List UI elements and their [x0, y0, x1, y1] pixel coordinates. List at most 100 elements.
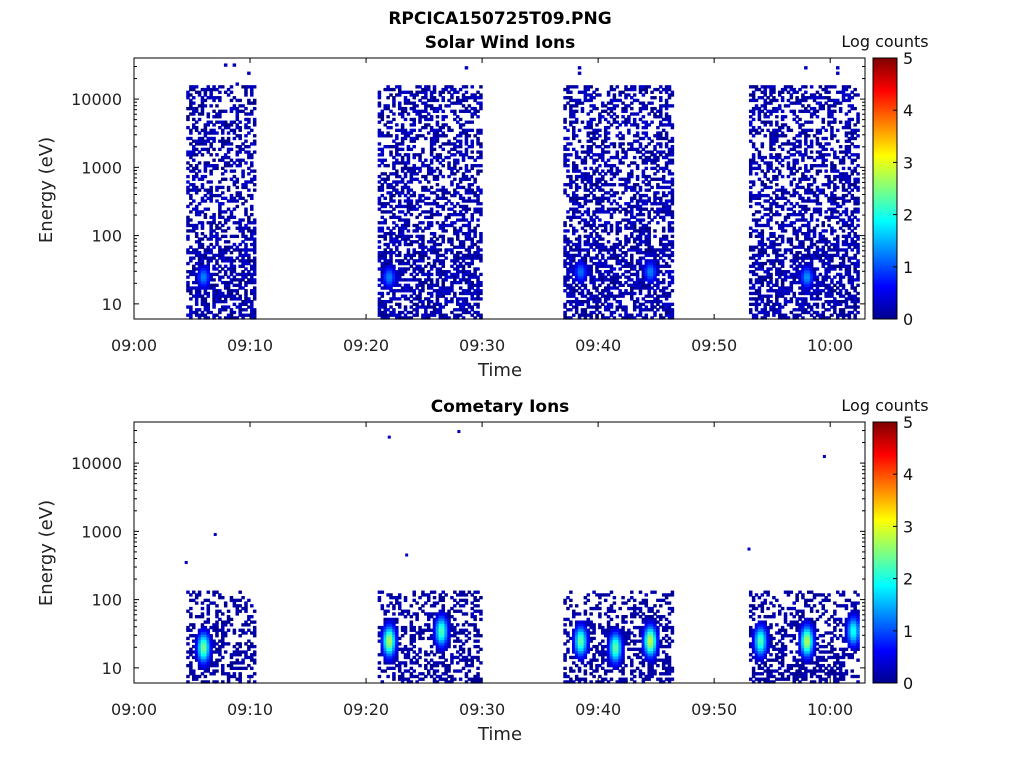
heatmap-cell [386, 286, 390, 290]
heatmap-cell [661, 294, 666, 298]
heatmap-cell [441, 134, 445, 138]
heatmap-cell [751, 112, 756, 116]
heatmap-cell [760, 128, 765, 133]
heatmap-cell [444, 191, 448, 195]
heatmap-cell [223, 164, 228, 168]
heatmap-cell [592, 221, 596, 225]
heatmap-cell [801, 289, 805, 293]
heatmap-cell [650, 161, 654, 165]
heatmap-cell [656, 191, 660, 195]
heatmap-cell [429, 264, 434, 268]
heatmap-cell [783, 142, 788, 146]
heatmap-cell [412, 204, 416, 209]
heatmap-cell [635, 204, 640, 209]
heatmap-cell [389, 259, 393, 263]
heatmap-cell [603, 259, 608, 263]
heatmap-cell [748, 93, 753, 97]
heatmap-cell [577, 253, 582, 258]
heatmap-cell [795, 115, 799, 119]
heatmap-cell [667, 85, 672, 89]
heatmap-cell [775, 256, 779, 260]
heatmap-cell [229, 294, 234, 298]
heatmap-cell [418, 212, 422, 217]
heatmap-cell [572, 264, 576, 268]
heatmap-cell [395, 145, 399, 149]
heatmap-cell [589, 215, 593, 220]
heatmap-cell [424, 215, 428, 220]
heatmap-cell [792, 117, 796, 122]
heatmap-cell [252, 120, 257, 124]
heatmap-cell [429, 115, 434, 119]
heatmap-cell [200, 313, 205, 317]
heatmap-cell [635, 174, 640, 179]
heatmap-cell [798, 125, 802, 130]
heatmap-cell [806, 275, 811, 279]
heatmap-cell [455, 259, 460, 263]
heatmap-cell [380, 305, 385, 309]
heatmap-cell [197, 291, 202, 296]
heatmap-cell [783, 202, 788, 206]
heatmap-cell [470, 212, 474, 217]
heatmap-cell [650, 185, 654, 190]
heatmap-cell [389, 310, 393, 315]
heatmap-cell [473, 180, 477, 184]
heatmap-cell [441, 174, 445, 179]
heatmap-cell [647, 259, 651, 263]
heatmap-cell [386, 259, 390, 263]
heatmap-cell [221, 223, 225, 228]
heatmap-cell [424, 278, 428, 282]
heatmap-cell [763, 316, 767, 320]
heatmap-cell [563, 240, 567, 244]
heatmap-cell [377, 256, 382, 260]
heatmap-cell [189, 286, 193, 290]
heatmap-cell [667, 210, 672, 214]
heatmap-cell [789, 297, 794, 301]
heatmap-cell [400, 106, 405, 111]
heatmap-cell [644, 155, 649, 160]
heatmap-cell [641, 256, 646, 260]
heatmap-cell [586, 234, 591, 239]
heatmap-cell [400, 112, 405, 116]
heatmap-cell [215, 193, 219, 198]
heatmap-cell [252, 218, 257, 222]
heatmap-cell [809, 267, 814, 271]
heatmap-cell [229, 256, 234, 260]
heatmap-cell [380, 202, 385, 206]
heatmap-cell [659, 313, 663, 317]
heatmap-cell [238, 242, 242, 247]
heatmap-cell [809, 218, 814, 222]
heatmap-cell [458, 204, 463, 209]
heatmap-cell [777, 291, 782, 296]
heatmap-cell [789, 180, 794, 184]
heatmap-cell [801, 218, 805, 222]
heatmap-cell [232, 199, 237, 203]
heatmap-cell [798, 264, 802, 268]
heatmap-cell [473, 291, 477, 296]
heatmap-cell [186, 305, 190, 309]
heatmap-cell [780, 115, 785, 119]
heatmap-cell [664, 142, 669, 146]
heatmap-cell [403, 316, 408, 320]
heatmap-cell [606, 106, 611, 111]
heatmap-cell [586, 153, 591, 157]
heatmap-cell [612, 155, 617, 160]
heatmap-cell [389, 253, 393, 258]
heatmap-cell [461, 85, 466, 89]
heatmap-cell [624, 234, 628, 239]
heatmap-cell [595, 240, 599, 244]
heatmap-cell [647, 183, 651, 187]
heatmap-cell [583, 310, 588, 315]
heatmap-cell [444, 251, 448, 255]
heatmap-cell [247, 313, 251, 317]
heatmap-cell [609, 253, 614, 258]
heatmap-cell [795, 150, 799, 154]
heatmap-cell [192, 272, 196, 277]
heatmap-cell [421, 221, 425, 225]
heatmap-cell [418, 193, 422, 198]
heatmap-cell [650, 275, 654, 279]
heatmap-cell [792, 229, 796, 233]
heatmap-cell [194, 142, 199, 146]
heatmap-cell [659, 166, 663, 171]
heatmap-cell [786, 142, 791, 146]
heatmap-cell [772, 177, 776, 181]
